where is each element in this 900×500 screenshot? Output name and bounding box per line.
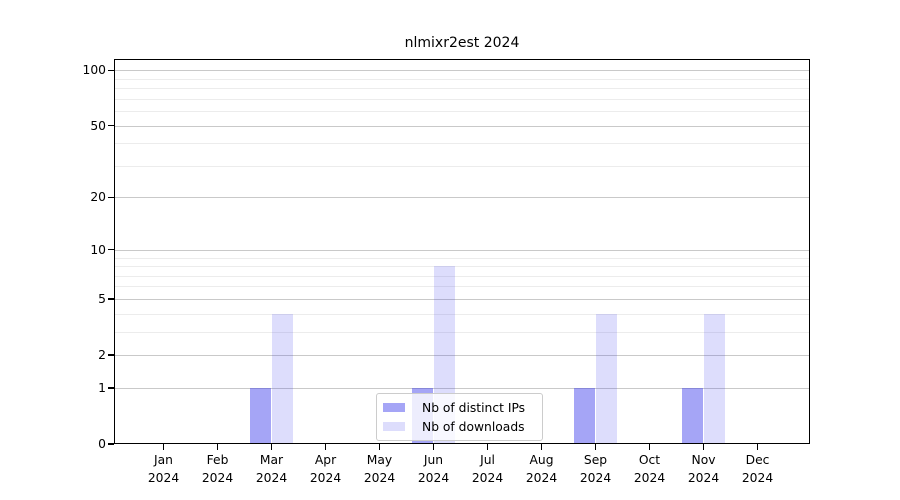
x-tick-label: Sep 2024 [579, 453, 612, 485]
minor-gridline [114, 98, 810, 100]
x-tick-mark [486, 444, 489, 450]
minor-gridline [114, 257, 810, 259]
x-tick-mark [594, 444, 597, 450]
minor-gridline [114, 266, 810, 268]
minor-gridline [114, 88, 810, 90]
x-tick-label: Jan 2024 [147, 453, 180, 485]
legend-entry-downloads: Nb of downloads [383, 417, 536, 436]
y-tick-label: 20 [90, 190, 106, 205]
x-tick-mark [540, 444, 543, 450]
legend-label-distinct-ips: Nb of distinct IPs [422, 400, 526, 415]
major-gridline [114, 197, 810, 199]
x-tick-mark [216, 444, 219, 450]
minor-gridline [114, 111, 810, 113]
major-gridline [114, 125, 810, 127]
major-gridline [114, 355, 810, 357]
y-tick-mark [108, 124, 114, 127]
y-tick-label: 0 [98, 437, 106, 451]
major-gridline [114, 70, 810, 72]
y-tick-mark [108, 249, 114, 251]
y-tick-mark [108, 354, 114, 356]
y-tick-label: 10 [90, 242, 106, 257]
x-tick-mark [756, 444, 759, 450]
y-tick-mark [108, 387, 114, 389]
x-tick-label: Feb 2024 [201, 453, 234, 485]
bar-distinct-ips-sep [573, 387, 596, 444]
x-tick-mark [432, 444, 435, 450]
legend-label-downloads: Nb of downloads [422, 419, 525, 434]
x-tick-mark [162, 444, 165, 450]
y-tick-label: 5 [98, 291, 106, 306]
y-tick-mark [108, 298, 114, 300]
major-gridline [114, 249, 810, 251]
major-gridline [114, 387, 810, 389]
minor-gridline [114, 143, 810, 145]
minor-gridline [114, 78, 810, 80]
x-tick-label: Mar 2024 [255, 453, 288, 485]
y-tick-mark [108, 443, 114, 445]
x-tick-mark [648, 444, 651, 450]
bar-distinct-ips-nov [681, 387, 704, 444]
x-tick-label: Jun 2024 [417, 453, 450, 485]
x-tick-label: May 2024 [363, 453, 396, 485]
bar-downloads-sep [595, 313, 618, 444]
y-tick-label: 2 [98, 348, 106, 363]
bar-downloads-nov [703, 313, 726, 444]
x-tick-mark [378, 444, 381, 450]
y-tick-label: 50 [90, 118, 106, 133]
x-tick-mark [270, 444, 273, 450]
x-tick-label: Apr 2024 [309, 453, 342, 485]
x-tick-label: Jul 2024 [471, 453, 504, 485]
plot-area: Nb of distinct IPs Nb of downloads [114, 59, 810, 444]
x-tick-mark [324, 444, 327, 450]
y-tick-label: 1 [98, 380, 106, 395]
y-tick-label: 100 [82, 63, 106, 78]
x-tick-label: Aug 2024 [525, 453, 558, 485]
major-gridline [114, 298, 810, 300]
x-tick-label: Dec 2024 [741, 453, 774, 485]
bar-downloads-mar [271, 313, 294, 444]
x-tick-mark [702, 444, 705, 450]
x-tick-label: Oct 2024 [633, 453, 666, 485]
y-tick-mark [108, 196, 114, 199]
minor-gridline [114, 313, 810, 315]
legend-swatch-downloads [383, 421, 405, 432]
minor-gridline [114, 286, 810, 288]
legend-entry-distinct-ips: Nb of distinct IPs [383, 398, 536, 417]
legend-swatch-distinct-ips [383, 402, 405, 413]
minor-gridline [114, 275, 810, 277]
minor-gridline [114, 331, 810, 333]
x-tick-label: Nov 2024 [687, 453, 720, 485]
chart-title: nlmixr2est 2024 [404, 35, 520, 51]
y-tick-mark [108, 69, 114, 71]
bar-distinct-ips-mar [249, 387, 272, 444]
legend: Nb of distinct IPs Nb of downloads [376, 393, 543, 441]
minor-gridline [114, 165, 810, 167]
